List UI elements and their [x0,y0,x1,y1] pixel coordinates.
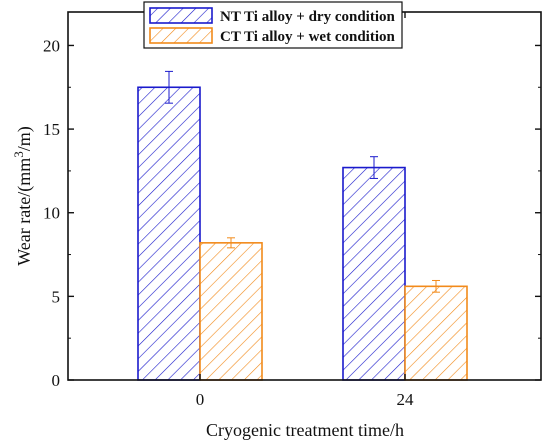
y-tick-label: 20 [43,36,60,55]
legend-label-nt: NT Ti alloy + dry condition [220,9,396,25]
legend-label-ct: CT Ti alloy + wet condition [220,29,395,45]
y-axis-title-main: Wear rate/(mm [14,158,35,266]
y-tick-label: 10 [43,204,60,223]
y-axis-title: Wear rate/(mm3/m) [11,126,35,266]
bar-nt-24 [342,166,406,381]
error-bar-nt-0 [165,70,173,104]
y-tick-label: 15 [43,120,60,139]
y-axis-title-sup: 3 [11,151,26,158]
y-axis-ticks: 0 5 10 15 20 [43,36,541,390]
x-axis-title: Cryogenic treatment time/h [206,420,404,440]
y-tick-label: 0 [52,371,61,390]
error-bar-ct-24 [432,279,440,293]
x-tick-label: 0 [196,390,205,409]
legend: NT Ti alloy + dry condition CT Ti alloy … [143,1,403,49]
bar-ct-0 [199,242,263,381]
error-bar-nt-24 [370,156,378,179]
bars-group [137,86,468,381]
legend-swatch-ct [149,27,213,44]
x-tick-label: 24 [397,390,415,409]
y-tick-label: 5 [52,287,61,306]
bar-nt-0 [137,86,201,381]
y-axis-title-tail: /m) [14,126,35,151]
error-bar-ct-0 [227,237,235,249]
bar-ct-24 [404,285,468,381]
error-bars-group [165,70,440,293]
legend-swatch-nt [149,7,213,24]
